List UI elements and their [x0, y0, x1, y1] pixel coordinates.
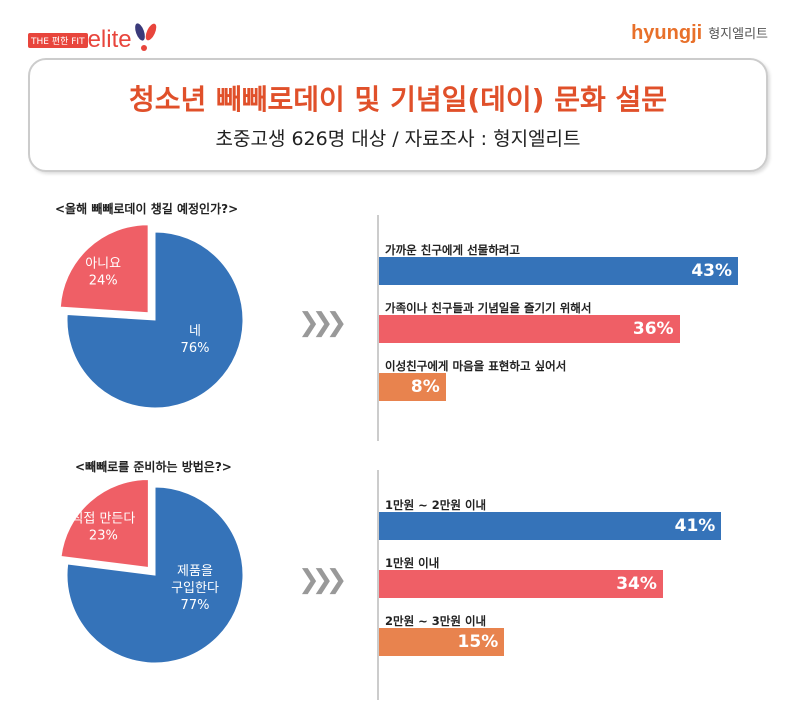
bar-label: 1만원 이내: [385, 556, 440, 570]
arrow-icon: ❯❯❯: [298, 308, 347, 338]
pie-slice-major: [66, 231, 244, 409]
question-2: <빼빼로를 준비하는 방법은?>: [75, 460, 232, 474]
pie-label: 구입한다: [171, 581, 219, 596]
pie-value: 23%: [89, 528, 118, 543]
bar-label: 가까운 친구에게 선물하려고: [385, 243, 520, 257]
logo-ko: 형지엘리트: [708, 27, 768, 42]
bar-axis-1: [377, 215, 379, 441]
pie-value: 77%: [181, 598, 210, 613]
bar: 34%: [379, 570, 663, 598]
question-1: <올해 빼빼로데이 챙길 예정인가?>: [55, 202, 239, 216]
bar-axis-2: [377, 470, 379, 700]
logo-tag: THE 편한 FIT: [28, 33, 88, 48]
juggling-pins-icon: [134, 23, 156, 51]
bar: 15%: [379, 628, 505, 656]
elite-logo: THE 편한 FIT elite: [28, 22, 158, 52]
pie-value: 76%: [181, 341, 210, 356]
bar: 41%: [379, 512, 722, 540]
hyungji-logo: hyungji 형지엘리트: [631, 22, 768, 45]
bar-label: 이성친구에게 마음을 표현하고 싶어서: [385, 359, 567, 373]
pie-label: 네: [189, 324, 201, 339]
logo-en: hyungji: [631, 22, 703, 44]
logo-name: elite: [87, 26, 132, 53]
bar: 43%: [379, 257, 739, 285]
title-box: 청소년 빼빼로데이 및 기념일(데이) 문화 설문 초중고생 626명 대상 /…: [28, 58, 768, 172]
pie-chart-1: 네 76% 아니요 24%: [59, 224, 244, 409]
arrow-icon: ❯❯❯: [298, 565, 347, 595]
page-title: 청소년 빼빼로데이 및 기념일(데이) 문화 설문: [128, 83, 668, 116]
page-subtitle: 초중고생 626명 대상 / 자료조사 : 형지엘리트: [215, 128, 581, 150]
bar-label: 1만원 ~ 2만원 이내: [385, 498, 487, 512]
pie-slice-minor: [60, 478, 149, 569]
pie-slice-major: [66, 486, 244, 664]
pie-label: 아니요: [85, 257, 121, 272]
bar: 36%: [379, 315, 680, 343]
bar: 8%: [379, 373, 446, 401]
pie-label: 직접 만든다: [71, 511, 135, 526]
pie-slice-minor: [59, 224, 149, 314]
pie-value: 24%: [89, 274, 118, 289]
bar-label: 가족이나 친구들과 기념일을 즐기기 위해서: [385, 301, 592, 315]
bar-label: 2만원 ~ 3만원 이내: [385, 614, 487, 628]
pie-label: 제품을: [177, 564, 213, 579]
